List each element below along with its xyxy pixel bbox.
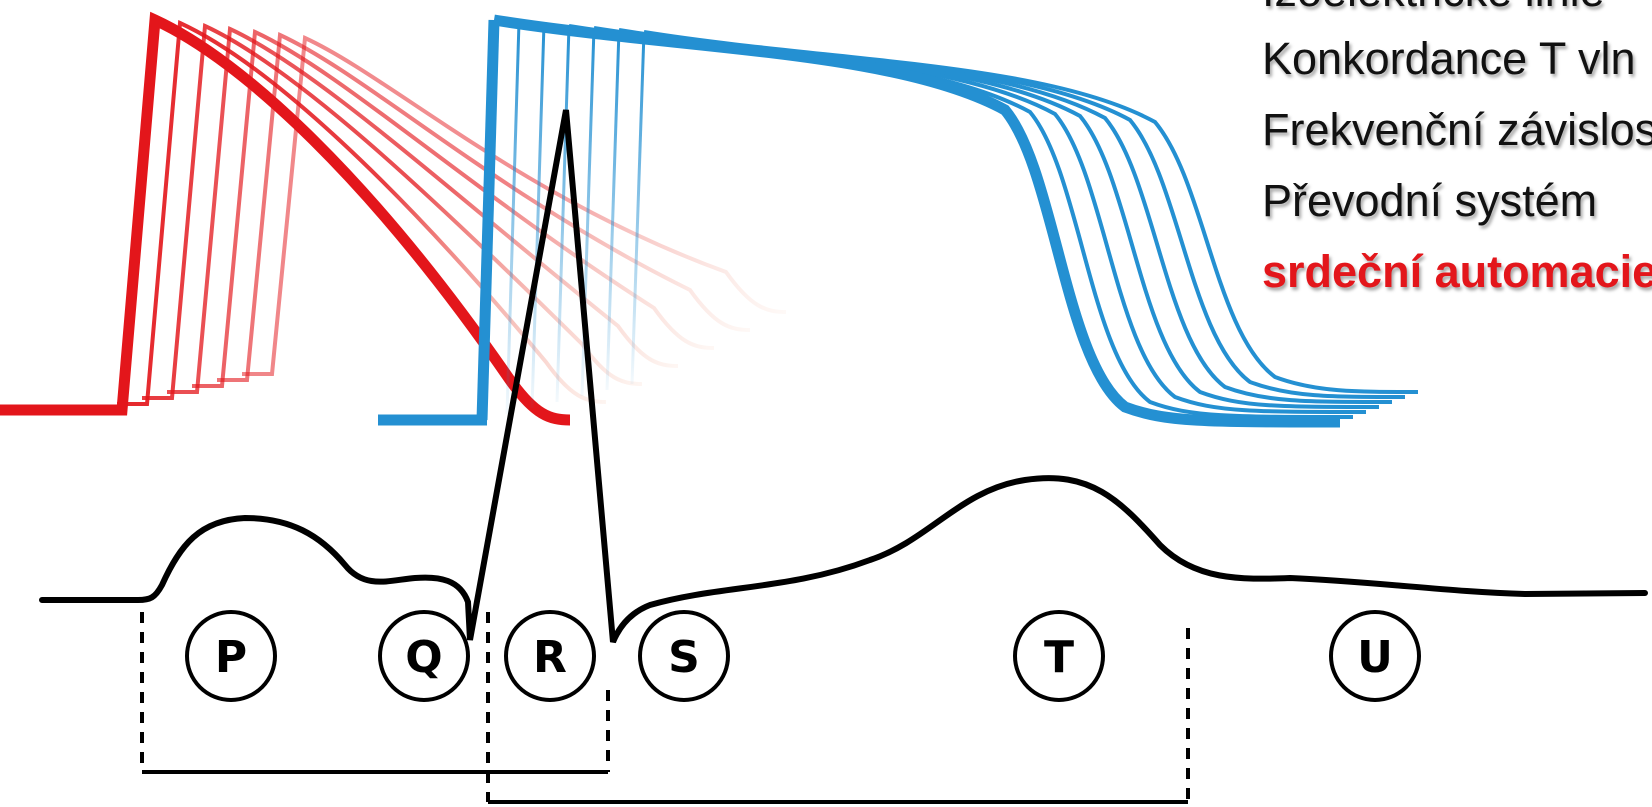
ventricular-ap-upstroke — [555, 25, 571, 403]
pr-interval-bracket — [140, 612, 610, 774]
wave-label-t: T — [1013, 610, 1105, 702]
ventricular-ap-upstroke — [530, 23, 546, 409]
atrial-action-potential-curves — [0, 11, 787, 426]
wave-label-p-text: P — [215, 632, 247, 683]
side-text-line-5: srdeční automacie — [1262, 246, 1652, 297]
atrial-ap-curve — [242, 35, 787, 376]
wave-label-u: U — [1329, 610, 1421, 702]
side-text-line-4: Převodní systém — [1262, 175, 1598, 226]
atrial-ap-curve — [167, 25, 679, 394]
wave-label-r: R — [504, 610, 596, 702]
wave-label-u-text: U — [1357, 632, 1393, 683]
wave-label-q: Q — [378, 610, 470, 702]
side-text-line-3: Frekvenční závislost — [1262, 104, 1652, 155]
wave-label-s-text: S — [668, 632, 700, 683]
wave-label-t-text: T — [1044, 632, 1074, 683]
wave-label-s: S — [638, 610, 730, 702]
ecg-trace — [39, 109, 1648, 644]
atrial-ap-curve — [0, 11, 571, 426]
ventricular-ap-curve — [493, 14, 1341, 428]
atrial-ap-curve — [192, 29, 715, 388]
wave-label-r-text: R — [533, 632, 567, 683]
atrial-ap-curve — [217, 32, 751, 382]
wave-label-p: P — [185, 610, 277, 702]
ventricular-ap-upstroke — [505, 21, 521, 415]
atrial-ap-curve — [117, 19, 607, 406]
side-text-line-2: Konkordance T vln — [1262, 33, 1636, 84]
ventricular-ap-upstroke — [476, 19, 500, 421]
wave-label-q-text: Q — [405, 632, 442, 683]
side-text-list: Izoelektrické linie Konkordance T vln Fr… — [1262, 0, 1652, 320]
ventricular-ap-upstroke — [605, 29, 621, 391]
qt-interval-bracket — [486, 612, 1190, 804]
side-text-line-1: Izoelektrické linie — [1262, 0, 1605, 13]
ventricular-ap-upstroke — [630, 31, 646, 385]
